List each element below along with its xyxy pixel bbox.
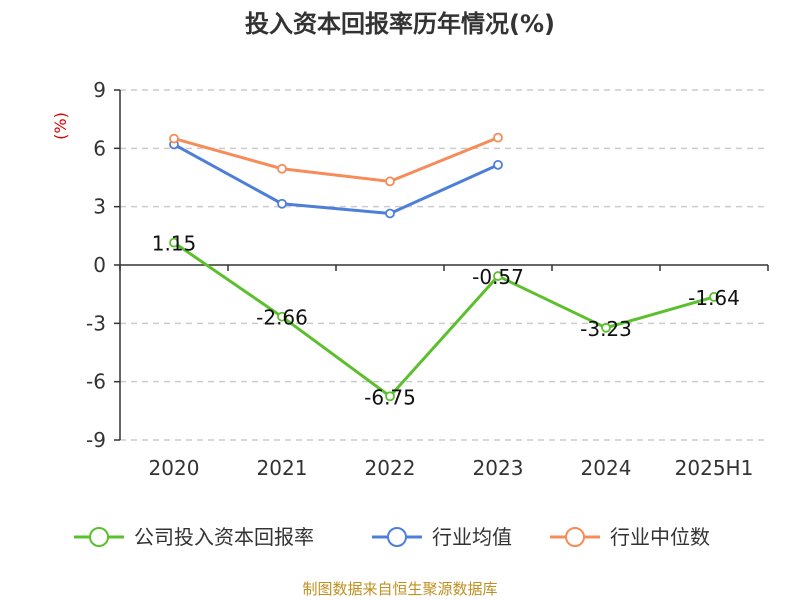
y-tick-label: 6: [93, 136, 106, 160]
data-point: [277, 311, 287, 322]
data-point: [169, 133, 179, 144]
y-tick-label: 3: [93, 195, 106, 219]
legend-label: 行业均值: [432, 525, 512, 549]
x-tick-label: 2022: [365, 456, 416, 480]
data-point: [493, 271, 503, 281]
data-point: [385, 391, 395, 402]
legend-marker: [387, 527, 407, 547]
legend: 公司投入资本回报率 行业均值 行业中位数: [74, 525, 710, 549]
y-tick-label: 0: [93, 253, 106, 277]
series-line-0: [173, 241, 715, 398]
data-point: [169, 237, 179, 248]
x-tick-label: 2020: [149, 456, 200, 480]
x-tick-label: 2025H1: [675, 456, 754, 480]
data-point: [709, 291, 719, 302]
data-point: [601, 322, 611, 333]
y-tick-label: -9: [86, 428, 106, 452]
y-tick-label: -3: [86, 311, 106, 335]
y-tick-labels: 9 6 3 0 -3 -6 -9: [86, 78, 106, 452]
legend-marker: [89, 527, 109, 547]
series-line-2: [173, 136, 499, 183]
series-lines: [169, 132, 719, 402]
data-label: -0.57: [472, 265, 524, 289]
series-line-1: [173, 143, 499, 215]
x-tick-labels: 2020 2021 2022 2023 2024 2025H1: [149, 456, 754, 480]
x-tick-label: 2021: [257, 456, 308, 480]
chart-title: 投入资本回报率历年情况(%): [245, 10, 555, 38]
data-point: [277, 198, 287, 209]
data-labels: 1.15 -2.66 -6.75 -0.57 -3.23 -1.64: [152, 232, 740, 410]
y-axis-unit-label: (%): [51, 112, 70, 140]
data-label: -6.75: [364, 385, 416, 409]
grid-lines: [120, 89, 768, 441]
y-tick-label: 9: [93, 78, 106, 102]
data-label: -2.66: [256, 306, 308, 330]
legend-marker: [565, 527, 585, 547]
data-point: [385, 208, 395, 219]
data-label: -3.23: [580, 317, 632, 341]
data-label: 1.15: [152, 232, 197, 256]
x-tick-label: 2024: [581, 456, 632, 480]
source-note: 制图数据来自恒生聚源数据库: [302, 580, 497, 598]
data-point: [277, 163, 287, 174]
data-label: -1.64: [688, 286, 740, 310]
legend-label: 公司投入资本回报率: [134, 525, 314, 549]
x-tick-label: 2023: [473, 456, 524, 480]
data-point: [385, 176, 395, 187]
axes: [114, 89, 769, 441]
y-tick-label: -6: [86, 370, 106, 394]
data-point: [493, 132, 503, 143]
data-point: [493, 159, 503, 170]
legend-label: 行业中位数: [610, 525, 710, 549]
